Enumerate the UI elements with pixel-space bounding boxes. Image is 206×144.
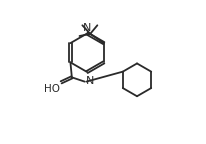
Text: HO: HO <box>43 84 60 94</box>
Text: N: N <box>85 76 93 86</box>
Text: N: N <box>83 23 91 33</box>
